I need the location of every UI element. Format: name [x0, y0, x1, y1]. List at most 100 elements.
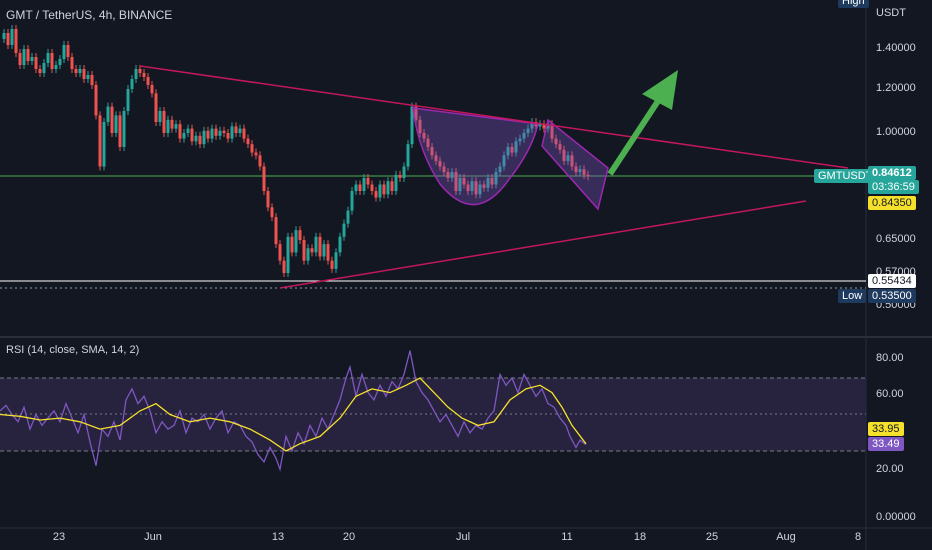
time-tick: 18 — [633, 531, 647, 543]
upper-trendline[interactable] — [139, 65, 849, 169]
candle — [202, 130, 206, 145]
candle — [414, 106, 418, 120]
candle — [90, 75, 94, 85]
candle — [314, 236, 318, 253]
candle — [222, 130, 226, 133]
candle — [390, 181, 394, 192]
breakout-arrow[interactable] — [607, 70, 678, 176]
candle — [278, 244, 282, 261]
candle — [526, 128, 530, 133]
candle — [254, 152, 258, 156]
candle — [394, 174, 398, 192]
candle — [454, 172, 458, 192]
candle — [98, 115, 102, 167]
rsi-tick: 80.00 — [876, 352, 904, 364]
candle — [442, 166, 446, 173]
candle — [438, 160, 442, 167]
candle — [474, 181, 478, 195]
candle — [26, 49, 30, 61]
candle — [354, 184, 358, 192]
candle — [54, 65, 58, 69]
time-tick: Jul — [455, 531, 471, 543]
rsi-title: RSI (14, close, SMA, 14, 2) — [6, 344, 140, 356]
time-tick: Aug — [776, 531, 796, 543]
candle — [570, 155, 574, 167]
candle — [510, 146, 514, 153]
candle — [74, 69, 78, 73]
time-tick: 23 — [52, 531, 66, 543]
rsi-sma-line — [0, 377, 587, 452]
candle — [14, 29, 18, 53]
rsi-tick: 0.00000 — [876, 511, 916, 523]
candle — [138, 69, 142, 73]
candle — [2, 33, 6, 39]
candle — [162, 111, 166, 133]
candle — [186, 128, 190, 133]
candles — [2, 25, 590, 277]
candle — [270, 207, 274, 218]
candle — [334, 252, 338, 269]
handle-channel[interactable] — [541, 118, 609, 211]
candle — [6, 33, 10, 45]
current-price-tag: 0.84612 — [868, 166, 916, 180]
candle — [326, 244, 330, 261]
candle — [110, 106, 114, 133]
candle — [70, 57, 74, 69]
candle — [122, 111, 126, 147]
candle — [58, 59, 62, 65]
lower-trendline[interactable] — [279, 200, 807, 289]
candle — [18, 53, 22, 65]
candle — [466, 184, 470, 192]
candle — [282, 260, 286, 273]
candle — [506, 146, 510, 156]
candle — [30, 57, 34, 61]
candle — [106, 106, 110, 122]
price-pane[interactable] — [0, 0, 866, 336]
candle — [274, 217, 278, 245]
time-tick: Jun — [144, 531, 162, 543]
candle — [130, 79, 134, 89]
price-tick: 1.40000 — [876, 42, 916, 54]
candle — [382, 184, 386, 195]
candle — [178, 124, 182, 139]
candle — [310, 248, 314, 253]
candle — [342, 223, 346, 237]
candle — [462, 177, 466, 185]
price-tick: 1.00000 — [876, 126, 916, 138]
candle — [410, 106, 414, 145]
time-tick: 25 — [705, 531, 719, 543]
candle — [458, 177, 462, 192]
candle — [38, 69, 42, 73]
candle — [530, 122, 534, 129]
candle — [498, 166, 502, 173]
candle — [546, 124, 550, 129]
candle — [62, 45, 66, 59]
candle — [50, 53, 54, 69]
candle — [330, 260, 334, 269]
candle — [302, 240, 306, 261]
candle — [426, 138, 430, 147]
candle — [514, 141, 518, 153]
candle — [522, 133, 526, 139]
candle — [150, 85, 154, 94]
price-tick: 1.20000 — [876, 82, 916, 94]
candle — [22, 49, 26, 65]
candle — [450, 172, 454, 178]
candle — [66, 45, 70, 57]
candle — [266, 191, 270, 208]
cup-pattern[interactable] — [412, 107, 539, 206]
price-axis-currency: USDT — [876, 7, 906, 19]
rsi-sma-value-tag: 33.95 — [868, 422, 904, 436]
candle — [190, 128, 194, 142]
candle — [434, 155, 438, 161]
candle — [558, 144, 562, 150]
candle — [562, 149, 566, 161]
candle — [406, 144, 410, 167]
time-tick: 13 — [271, 531, 285, 543]
candle — [94, 85, 98, 116]
candle — [554, 138, 558, 145]
candle — [322, 244, 326, 257]
candle — [206, 130, 210, 139]
candle — [142, 73, 146, 77]
